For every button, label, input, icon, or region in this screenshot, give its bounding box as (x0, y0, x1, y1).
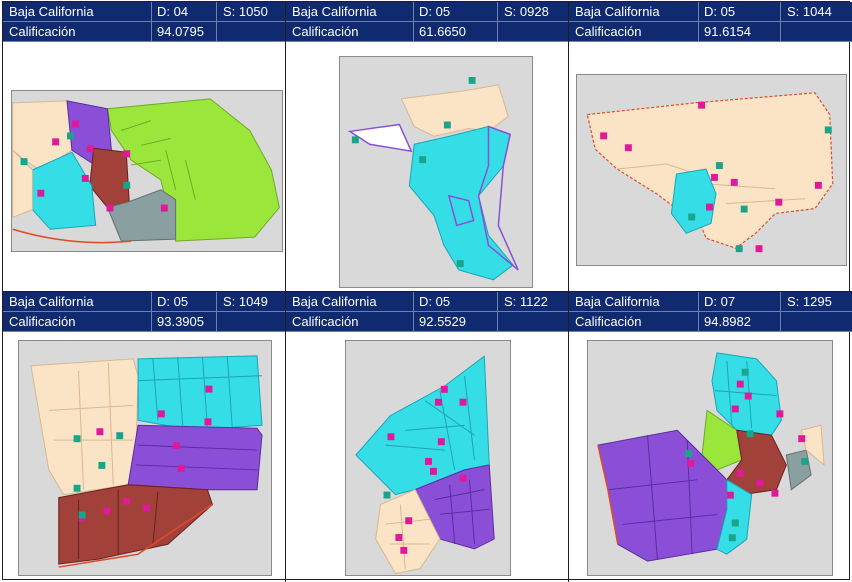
section-number: S: 1295 (787, 294, 832, 309)
state-name: Baja California (292, 294, 377, 309)
score-label: Calificación (575, 314, 642, 329)
section-number: S: 1122 (504, 294, 548, 309)
district-number: D: 05 (419, 294, 451, 309)
score-label: Calificación (575, 24, 642, 39)
card-header-row-1: Baja California D: 04 S: 1050 (3, 2, 285, 22)
map-canvas (347, 76, 519, 281)
card-header-row-2: Calificación 94.8982 (569, 312, 852, 332)
section-number: S: 1050 (223, 4, 268, 19)
section-number: S: 1049 (223, 294, 268, 309)
section-map-0928[interactable] (339, 56, 533, 288)
district-number: D: 07 (704, 294, 736, 309)
score-value: 93.3905 (157, 314, 204, 329)
card-header-row-1: Baja California D: 05 S: 0928 (286, 2, 568, 22)
section-card-0928: Baja California D: 05 S: 0928 Calificaci… (286, 2, 569, 292)
district-number: D: 05 (157, 294, 189, 309)
section-card-1295: Baja California D: 07 S: 1295 Calificaci… (569, 292, 852, 582)
section-card-1044: Baja California D: 05 S: 1044 Calificaci… (569, 2, 852, 292)
map-canvas (355, 355, 495, 575)
map-canvas (30, 355, 263, 568)
card-header-row-2: Calificación 93.3905 (3, 312, 285, 332)
score-label: Calificación (292, 314, 359, 329)
card-header-row-2: Calificación 91.6154 (569, 22, 852, 42)
map-canvas (12, 98, 280, 244)
score-value: 94.8982 (704, 314, 751, 329)
section-card-1122: Baja California D: 05 S: 1122 Calificaci… (286, 292, 569, 582)
state-name: Baja California (292, 4, 377, 19)
card-header-row-1: Baja California D: 05 S: 1122 (286, 292, 568, 312)
card-header-row-2: Calificación 94.0795 (3, 22, 285, 42)
state-name: Baja California (9, 294, 94, 309)
card-header-row-1: Baja California D: 05 S: 1049 (3, 292, 285, 312)
state-name: Baja California (9, 4, 94, 19)
card-header-row-1: Baja California D: 05 S: 1044 (569, 2, 852, 22)
score-label: Calificación (292, 24, 359, 39)
card-header-row-2: Calificación 61.6650 (286, 22, 568, 42)
state-name: Baja California (575, 294, 660, 309)
section-map-1050[interactable] (11, 90, 283, 252)
map-canvas (586, 92, 834, 253)
score-value: 94.0795 (157, 24, 204, 39)
district-number: D: 05 (419, 4, 451, 19)
section-card-1049: Baja California D: 05 S: 1049 Calificaci… (3, 292, 286, 582)
section-map-1044[interactable] (576, 74, 847, 266)
section-number: S: 1044 (787, 4, 832, 19)
state-name: Baja California (575, 4, 660, 19)
section-number: S: 0928 (504, 4, 549, 19)
score-value: 91.6154 (704, 24, 751, 39)
score-value: 92.5529 (419, 314, 466, 329)
score-label: Calificación (9, 314, 76, 329)
score-value: 61.6650 (419, 24, 466, 39)
card-header-row-1: Baja California D: 07 S: 1295 (569, 292, 852, 312)
score-label: Calificación (9, 24, 76, 39)
card-header-row-2: Calificación 92.5529 (286, 312, 568, 332)
district-number: D: 05 (704, 4, 736, 19)
section-map-1122[interactable] (345, 340, 511, 576)
section-map-1049[interactable] (18, 340, 272, 576)
section-map-1295[interactable] (587, 340, 833, 576)
section-card-1050: Baja California D: 04 S: 1050 Calificaci… (3, 2, 286, 292)
map-canvas (597, 352, 825, 562)
district-number: D: 04 (157, 4, 189, 19)
